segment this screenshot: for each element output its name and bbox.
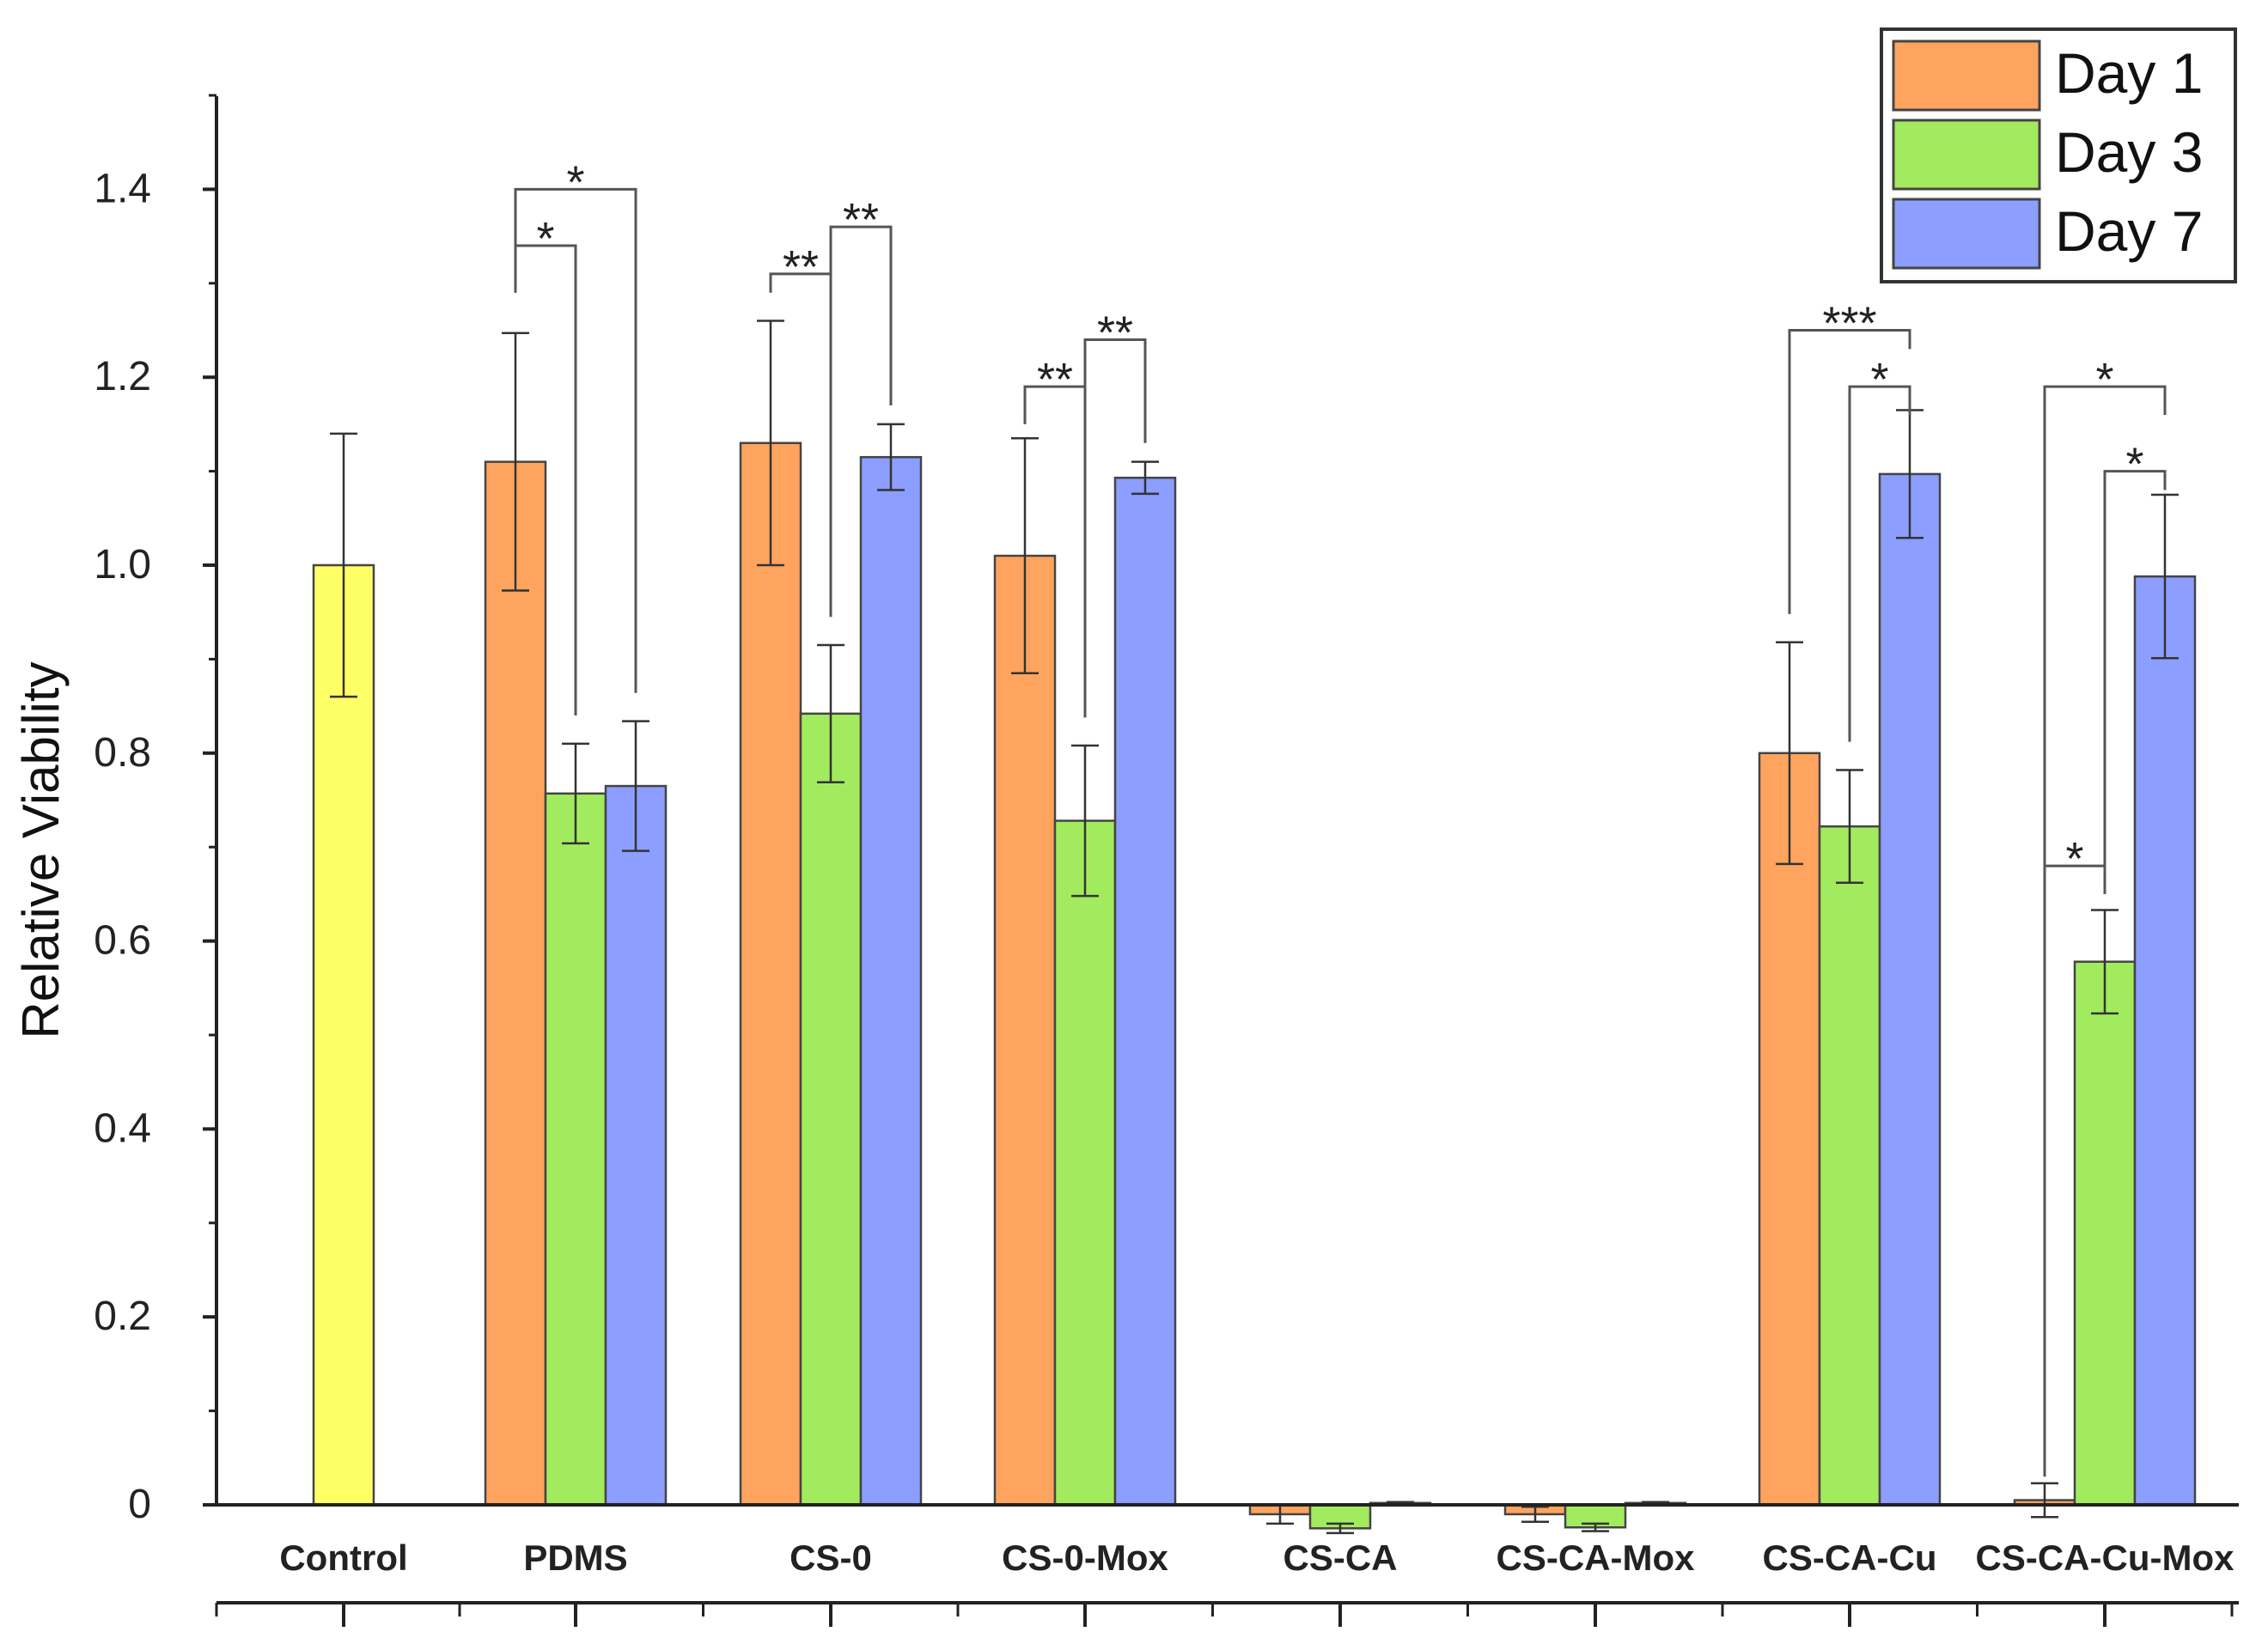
- significance-bracket-line: [1788, 329, 1911, 614]
- error-bar-cs-0-day-7: [877, 423, 905, 491]
- legend-swatch-day-7: [1892, 198, 2041, 270]
- significance-bracket: *: [514, 156, 637, 693]
- significance-label: **: [1097, 307, 1133, 358]
- x-tick-label-pdms: PDMS: [523, 1537, 627, 1578]
- significance-bracket-line: [829, 225, 893, 618]
- y-tick-label: 1.2: [94, 354, 151, 399]
- x-tick-label-cs-0-mox: CS-0-Mox: [1002, 1537, 1168, 1578]
- error-bar-cs-0-day-1: [757, 320, 784, 567]
- error-bar-cs-ca-cu-day-1: [1776, 641, 1803, 866]
- y-tick-label: 0.6: [94, 918, 151, 964]
- bar-cs-ca-cu-day-3: [1818, 825, 1881, 1507]
- significance-bracket-line: [1848, 385, 1911, 742]
- significance-label: *: [2125, 439, 2143, 490]
- error-bar-cs-ca-cu-mox-day-1: [2031, 1482, 2058, 1519]
- significance-label: **: [1037, 354, 1073, 405]
- x-tick-labels: Control PDMS CS-0 CS-0-Mox CS-CA CS-CA-Mox CS-…: [215, 1537, 2235, 1627]
- significance-bracket-line: [2103, 470, 2167, 882]
- bar-control: [312, 563, 375, 1507]
- error-bar-cs-0-day-3: [817, 643, 844, 783]
- bar-cs-0-mox-day-3: [1053, 819, 1117, 1507]
- error-bar-cs-0-mox-day-7: [1131, 460, 1159, 496]
- bars-layer: [312, 441, 2197, 1530]
- axes-layer: [215, 96, 2239, 1604]
- error-bar-cs-ca-day-3: [1326, 1522, 1354, 1535]
- significance-label: ***: [1822, 298, 1876, 350]
- bar-cs-0-day-7: [859, 455, 923, 1507]
- error-bar-pdms-day-3: [562, 742, 589, 845]
- significance-bracket-line: [514, 187, 637, 693]
- error-bar-cs-ca-mox-day-3: [1582, 1522, 1609, 1532]
- y-tick-label: 1.0: [94, 542, 151, 588]
- x-tick-label-control: Control: [279, 1537, 407, 1578]
- significance-label: **: [783, 241, 819, 293]
- bar-cs-0-day-1: [739, 441, 802, 1507]
- x-tick-label-cs-ca: CS-CA: [1283, 1537, 1398, 1578]
- legend-label-day-3: Day 3: [2055, 120, 2203, 184]
- significance-label: *: [2065, 833, 2083, 885]
- significance-bracket: *: [2043, 833, 2106, 1477]
- error-bar-cs-0-mox-day-3: [1071, 744, 1099, 898]
- error-bar-cs-ca-cu-mox-day-3: [2091, 909, 2119, 1015]
- legend: Day 1 Day 3 Day 7: [1880, 27, 2237, 283]
- error-bars-layer: [330, 320, 2179, 1535]
- x-tick-label-cs-ca-mox: CS-CA-Mox: [1497, 1537, 1696, 1578]
- significance-label: *: [536, 213, 554, 265]
- error-bar-cs-ca-cu-mox-day-7: [2151, 493, 2179, 660]
- error-bar-cs-ca-mox-day-1: [1521, 1505, 1549, 1523]
- significance-label: *: [1870, 354, 1888, 405]
- legend-label-day-1: Day 1: [2055, 41, 2203, 105]
- x-tick-label-cs-ca-cu-mox: CS-CA-Cu-Mox: [1976, 1537, 2235, 1578]
- significance-label: *: [566, 156, 584, 208]
- significance-bracket: *: [1848, 354, 1911, 742]
- bar-pdms-day-3: [544, 792, 607, 1507]
- bar-cs-ca-cu-mox-day-7: [2133, 575, 2197, 1507]
- error-bar-control: [330, 432, 357, 698]
- y-axis-ticks: 0 0.2 0.4 0.6 0.8 1.0 1.2 1.4: [94, 94, 216, 1527]
- significance-bracket: **: [1083, 307, 1147, 718]
- x-tick-label-cs-0: CS-0: [790, 1537, 872, 1578]
- y-tick-label: 1.4: [94, 166, 151, 211]
- bar-cs-0-mox-day-1: [993, 554, 1057, 1507]
- y-tick-label: 0.4: [94, 1105, 151, 1151]
- error-bar-pdms-day-1: [502, 332, 529, 592]
- legend-swatch-day-3: [1892, 119, 2041, 191]
- y-tick-label: 0.8: [94, 730, 151, 776]
- y-tick-label: 0: [128, 1482, 151, 1527]
- bar-cs-ca-cu-day-7: [1878, 472, 1942, 1507]
- significance-bracket: **: [829, 194, 893, 618]
- significance-bracket: ***: [1788, 298, 1911, 614]
- bar-pdms-day-7: [604, 784, 668, 1507]
- y-tick-label: 0.2: [94, 1294, 151, 1339]
- significance-label: *: [2095, 354, 2113, 405]
- legend-swatch-day-1: [1892, 40, 2041, 112]
- bar-cs-0-mox-day-7: [1113, 477, 1177, 1507]
- bar-cs-ca-cu-day-1: [1758, 752, 1821, 1507]
- significance-bracket: **: [769, 241, 832, 618]
- y-axis-label: Relative Viability: [12, 661, 70, 1038]
- significance-bracket: *: [2103, 439, 2167, 882]
- legend-label-day-7: Day 7: [2055, 199, 2203, 263]
- error-bar-cs-ca-cu-day-3: [1836, 769, 1863, 885]
- bar-cs-ca-cu-mox-day-3: [2073, 960, 2137, 1507]
- x-tick-label-cs-ca-cu: CS-CA-Cu: [1763, 1537, 1937, 1578]
- significance-brackets-layer: ********** **** ***: [514, 156, 2167, 1477]
- error-bar-cs-0-mox-day-1: [1011, 437, 1039, 675]
- significance-bracket-line: [2043, 864, 2106, 1477]
- error-bar-pdms-day-7: [622, 720, 649, 852]
- bar-pdms-day-1: [484, 460, 547, 1507]
- significance-bracket-line: [1083, 338, 1147, 718]
- significance-label: **: [843, 194, 879, 246]
- bar-cs-0-day-3: [799, 712, 863, 1507]
